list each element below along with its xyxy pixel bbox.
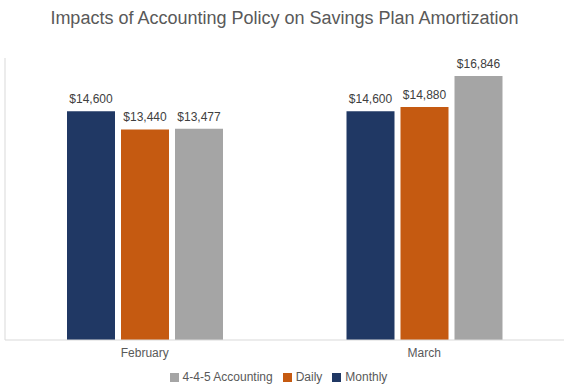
svg-text:$14,600: $14,600	[349, 92, 393, 106]
svg-text:$13,440: $13,440	[123, 110, 167, 124]
svg-text:$13,477: $13,477	[177, 110, 221, 124]
html-text:4-4-5 Accounting: 4-4-5 Accounting	[182, 370, 273, 384]
svg-text:$14,600: $14,600	[69, 92, 113, 106]
svg-text:$16,846: $16,846	[457, 57, 501, 71]
html-text:Impacts of Accounting Policy o: Impacts of Accounting Policy on Savings …	[50, 8, 519, 28]
svg-text:March: March	[408, 346, 441, 360]
svg-text:February: February	[121, 346, 169, 360]
svg-text:$14,880: $14,880	[403, 88, 447, 102]
html-text:Monthly: Monthly	[345, 370, 388, 384]
html-text:Daily: Daily	[295, 370, 323, 384]
